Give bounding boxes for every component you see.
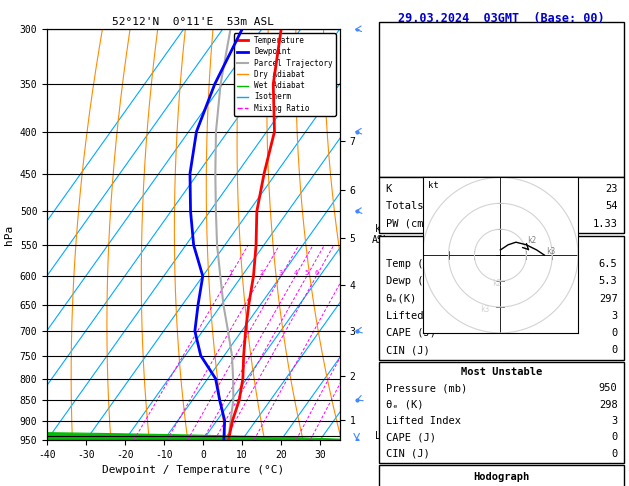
Text: θₑ (K): θₑ (K) — [386, 400, 423, 410]
Text: Lifted Index: Lifted Index — [386, 416, 460, 426]
Bar — [379, 22, 624, 177]
Bar — [379, 362, 624, 463]
Text: 0: 0 — [611, 449, 618, 459]
Text: 6: 6 — [314, 270, 318, 276]
Text: 297: 297 — [599, 294, 618, 304]
Text: Temp (°C): Temp (°C) — [386, 259, 442, 269]
Text: 1: 1 — [228, 270, 232, 276]
Y-axis label: hPa: hPa — [4, 225, 14, 244]
Text: k3: k3 — [480, 305, 489, 314]
X-axis label: Dewpoint / Temperature (°C): Dewpoint / Temperature (°C) — [103, 465, 284, 475]
Text: 54: 54 — [605, 201, 618, 211]
Text: Dewp (°C): Dewp (°C) — [386, 277, 442, 286]
Title: 52°12'N  0°11'E  53m ASL: 52°12'N 0°11'E 53m ASL — [113, 17, 274, 27]
Text: Hodograph: Hodograph — [474, 472, 530, 482]
Bar — [379, 177, 624, 233]
Bar — [379, 465, 624, 486]
Text: Lifted Index: Lifted Index — [386, 311, 460, 321]
Text: θₑ(K): θₑ(K) — [386, 294, 417, 304]
Text: 5: 5 — [304, 270, 309, 276]
Text: 5.3: 5.3 — [599, 277, 618, 286]
Text: Totals Totals: Totals Totals — [386, 201, 467, 211]
Text: 3: 3 — [279, 270, 283, 276]
Text: 2: 2 — [259, 270, 264, 276]
Text: LCL: LCL — [375, 431, 392, 441]
Text: Pressure (mb): Pressure (mb) — [386, 383, 467, 394]
Text: kt: kt — [428, 181, 438, 190]
Text: CIN (J): CIN (J) — [386, 345, 430, 355]
Text: k3: k3 — [546, 247, 555, 256]
Text: 6.5: 6.5 — [599, 259, 618, 269]
Text: CIN (J): CIN (J) — [386, 449, 430, 459]
Text: 0: 0 — [611, 328, 618, 338]
Text: 29.03.2024  03GMT  (Base: 00): 29.03.2024 03GMT (Base: 00) — [398, 12, 605, 25]
Text: 3: 3 — [611, 311, 618, 321]
Text: k2: k2 — [493, 279, 502, 288]
Bar — [379, 236, 624, 360]
Text: 3: 3 — [611, 416, 618, 426]
Text: Most Unstable: Most Unstable — [461, 367, 542, 377]
Text: Surface: Surface — [480, 242, 523, 252]
Text: 298: 298 — [599, 400, 618, 410]
Text: 950: 950 — [599, 383, 618, 394]
Text: CAPE (J): CAPE (J) — [386, 433, 436, 442]
Text: 23: 23 — [605, 184, 618, 194]
Text: 4: 4 — [293, 270, 298, 276]
Y-axis label: km
ASL: km ASL — [372, 224, 389, 245]
Legend: Temperature, Dewpoint, Parcel Trajectory, Dry Adiabat, Wet Adiabat, Isotherm, Mi: Temperature, Dewpoint, Parcel Trajectory… — [233, 33, 336, 116]
Text: 1.33: 1.33 — [593, 219, 618, 229]
Text: 0: 0 — [611, 345, 618, 355]
Text: CAPE (J): CAPE (J) — [386, 328, 436, 338]
Text: K: K — [386, 184, 392, 194]
Text: k2: k2 — [528, 237, 537, 245]
Text: 0: 0 — [611, 433, 618, 442]
Text: PW (cm): PW (cm) — [386, 219, 430, 229]
